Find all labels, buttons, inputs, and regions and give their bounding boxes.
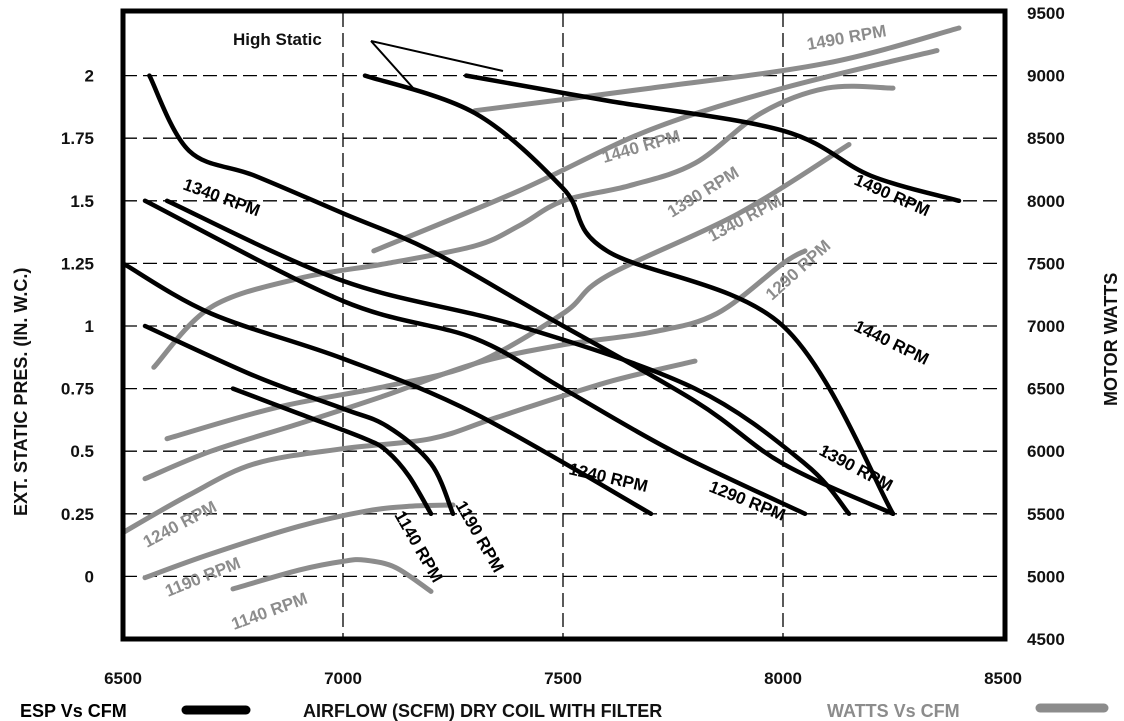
y-tick-label: 2: [85, 67, 94, 86]
y-tick-label: 0: [85, 567, 94, 586]
axis-ticks: 6500 7000 7500 8000 8500 0 0.25 0.5 0.75 1 1.25 1.5…: [61, 4, 1065, 688]
watts-curve: [142, 502, 456, 581]
esp-curve: [463, 73, 962, 204]
watts-label-1340: 1340 RPM: [705, 191, 785, 245]
y2-tick-label: 9500: [1027, 4, 1065, 23]
y2-tick-label: 5500: [1027, 505, 1065, 524]
x-tick-label: 7000: [324, 669, 362, 688]
y-tick-label: 1.75: [61, 129, 94, 148]
y-tick-label: 0.25: [61, 505, 94, 524]
watts-curve: [371, 48, 940, 254]
x-tick-label: 8000: [764, 669, 802, 688]
esp-curve: [142, 198, 808, 517]
watts-curve: [164, 142, 852, 442]
grid-lines: [123, 13, 1003, 639]
y2-axis-title: MOTOR WATTS: [1101, 273, 1121, 406]
watts-curve: [472, 25, 962, 114]
y-tick-label: 1: [85, 317, 94, 336]
esp-curve: [120, 261, 654, 517]
y2-tick-label: 7000: [1027, 317, 1065, 336]
esp-curve: [230, 386, 434, 517]
high-static-annotation: High Static: [233, 30, 322, 49]
watts-label-1490: 1490 RPM: [805, 21, 887, 54]
y2-tick-label: 9000: [1027, 67, 1065, 86]
y-tick-label: 0.75: [61, 380, 94, 399]
esp-label-1190: 1190 RPM: [452, 498, 508, 576]
y2-tick-label: 8500: [1027, 129, 1065, 148]
esp-curves: [120, 73, 962, 517]
x-tick-label: 8500: [984, 669, 1022, 688]
y2-tick-label: 8000: [1027, 192, 1065, 211]
high-static-pointer-2: [370, 40, 415, 90]
esp-curve: [362, 73, 896, 517]
y-tick-label: 0.5: [70, 442, 94, 461]
x-axis-title: AIRFLOW (SCFM) DRY COIL WITH FILTER: [303, 701, 662, 721]
y2-tick-label: 4500: [1027, 630, 1065, 649]
y2-tick-label: 6500: [1027, 380, 1065, 399]
esp-curve: [164, 198, 852, 517]
watts-curve: [120, 358, 698, 536]
esp-label-1440: 1440 RPM: [851, 317, 932, 369]
watts-label-1240: 1240 RPM: [140, 497, 220, 551]
x-tick-label: 6500: [104, 669, 142, 688]
y-tick-label: 1.25: [61, 254, 94, 273]
watts-curve: [151, 83, 896, 370]
esp-label-1140: 1140 RPM: [391, 508, 447, 586]
high-static-pointer-1: [370, 40, 504, 72]
esp-curve-labels: 1140 RPM 1190 RPM 1240 RPM 1290 RPM 1340…: [181, 170, 933, 585]
x-tick-label: 7500: [544, 669, 582, 688]
esp-curve: [147, 73, 896, 517]
y2-tick-label: 5000: [1027, 567, 1065, 586]
watts-curve: [230, 557, 434, 594]
esp-label-1490: 1490 RPM: [851, 170, 932, 220]
y2-tick-label: 6000: [1027, 442, 1065, 461]
legend-watts-label: WATTS Vs CFM: [827, 701, 960, 721]
watts-label-1140: 1140 RPM: [229, 589, 310, 634]
legend-esp-label: ESP Vs CFM: [20, 701, 127, 721]
esp-curve: [142, 323, 456, 517]
y-tick-label: 1.5: [70, 192, 94, 211]
y-axis-title: EXT. STATIC PRES. (IN. W.C.): [11, 268, 31, 516]
y2-tick-label: 7500: [1027, 254, 1065, 273]
watts-curves: [120, 25, 962, 594]
plot-frame: [120, 8, 1008, 642]
